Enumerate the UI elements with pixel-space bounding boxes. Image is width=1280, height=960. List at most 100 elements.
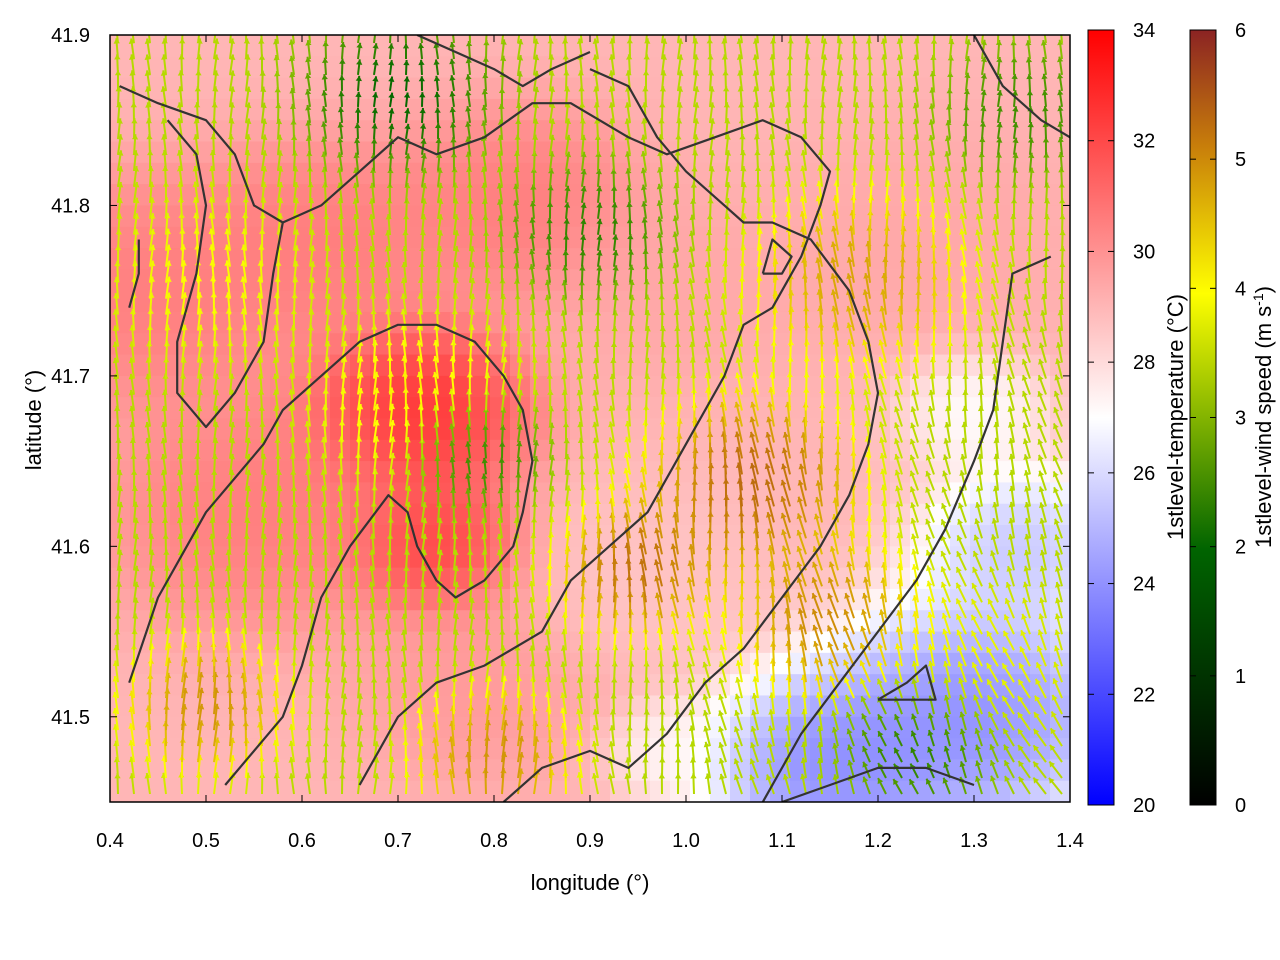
heatmap-cell	[750, 588, 771, 611]
heatmap-cell	[470, 397, 491, 420]
heatmap-cell	[530, 652, 551, 675]
heatmap-cell	[570, 567, 591, 590]
heatmap-cell	[210, 98, 231, 121]
heatmap-cell	[450, 77, 471, 100]
wind-arrow	[321, 136, 328, 155]
heatmap-cell	[370, 503, 391, 526]
wind-arrow	[305, 73, 312, 92]
heatmap-cell	[370, 525, 391, 547]
heatmap-cell	[610, 461, 631, 484]
heatmap-cell	[330, 226, 351, 249]
heatmap-cell	[990, 226, 1011, 249]
heatmap-cell	[1050, 311, 1070, 334]
heatmap-cell	[1030, 780, 1051, 802]
heatmap-cell	[510, 205, 531, 228]
heatmap-cell	[350, 482, 371, 505]
heatmap-cell	[110, 226, 131, 249]
heatmap-cell	[150, 162, 171, 185]
heatmap-cell	[490, 759, 511, 782]
heatmap-cell	[970, 738, 991, 760]
heatmap-cell	[710, 567, 731, 590]
heatmap-cell	[830, 184, 851, 207]
heatmap-cell	[750, 567, 771, 590]
heatmap-cell	[310, 482, 331, 505]
x-tick-label: 0.6	[288, 830, 316, 852]
heatmap-cell	[230, 354, 251, 377]
heatmap-cell	[410, 461, 431, 484]
heatmap-cell	[650, 35, 671, 57]
heatmap-cell	[130, 759, 151, 782]
heatmap-cell	[850, 98, 871, 121]
heatmap-cell	[870, 503, 891, 526]
heatmap-cell	[210, 738, 231, 760]
heatmap-cell	[650, 759, 671, 782]
heatmap-cell	[870, 525, 891, 547]
heatmap-cell	[390, 333, 411, 356]
heatmap-cell	[910, 205, 931, 228]
colorbar-tick-label: 22	[1133, 684, 1155, 706]
heatmap-cell	[250, 35, 271, 57]
heatmap-cell	[290, 546, 311, 569]
heatmap-cell	[750, 674, 771, 697]
wind-arrow	[338, 91, 345, 107]
heatmap-cell	[630, 418, 651, 441]
heatmap-cell	[410, 184, 431, 207]
heatmap-cell	[730, 418, 751, 441]
heatmap-cell	[850, 525, 871, 547]
heatmap-cell	[450, 226, 471, 249]
heatmap-cell	[710, 439, 731, 462]
heatmap-cell	[1030, 546, 1051, 569]
heatmap-cell	[670, 290, 691, 313]
wind-arrow	[305, 104, 312, 124]
heatmap-cell	[770, 375, 791, 398]
heatmap-cell	[770, 248, 791, 270]
heatmap-cell	[650, 716, 671, 739]
heatmap-cell	[590, 652, 611, 675]
heatmap-cell	[1030, 674, 1051, 697]
heatmap-cell	[470, 503, 491, 526]
heatmap-cell	[150, 716, 171, 739]
heatmap-cell	[650, 674, 671, 697]
heatmap-cell	[590, 205, 611, 228]
heatmap-cell	[910, 631, 931, 654]
x-tick-label: 1.2	[864, 830, 892, 852]
heatmap-cell	[410, 56, 431, 79]
heatmap-cell	[890, 205, 911, 228]
heatmap-cell	[510, 184, 531, 207]
heatmap-cell	[970, 375, 991, 398]
wind-arrow	[372, 59, 379, 76]
heatmap-cell	[930, 780, 951, 802]
heatmap-cell	[930, 695, 951, 718]
heatmap-cell	[370, 226, 391, 249]
heatmap-cell	[410, 205, 431, 228]
heatmap-cell	[710, 141, 731, 164]
heatmap-cell	[1010, 354, 1031, 377]
wind-arrow	[356, 42, 363, 60]
heatmap-cell	[590, 77, 611, 100]
heatmap-cell	[990, 120, 1011, 143]
heatmap-cell	[430, 716, 451, 739]
heatmap-cell	[670, 780, 691, 802]
wind-arrow	[404, 153, 411, 171]
heatmap-cell	[990, 780, 1011, 802]
wind-label-superscript: -1	[1250, 293, 1266, 306]
heatmap-cell	[910, 333, 931, 356]
heatmap-cell	[190, 461, 211, 484]
heatmap-cell	[270, 674, 291, 697]
heatmap-cell	[130, 35, 151, 57]
heatmap-cell	[590, 397, 611, 420]
colorbar-tick-label: 0	[1235, 795, 1246, 817]
heatmap-cell	[1050, 525, 1070, 547]
wind-arrow	[371, 138, 378, 155]
heatmap-cell	[910, 759, 931, 782]
heatmap-cell	[190, 780, 211, 802]
heatmap-cell	[830, 162, 851, 185]
heatmap-cell	[930, 375, 951, 398]
heatmap-cell	[210, 503, 231, 526]
wind-arrow	[273, 54, 280, 75]
heatmap-cell	[430, 354, 451, 377]
heatmap-cell	[390, 77, 411, 100]
heatmap-cell	[410, 120, 431, 143]
heatmap-cell	[1050, 503, 1070, 526]
heatmap-cell	[330, 141, 351, 164]
